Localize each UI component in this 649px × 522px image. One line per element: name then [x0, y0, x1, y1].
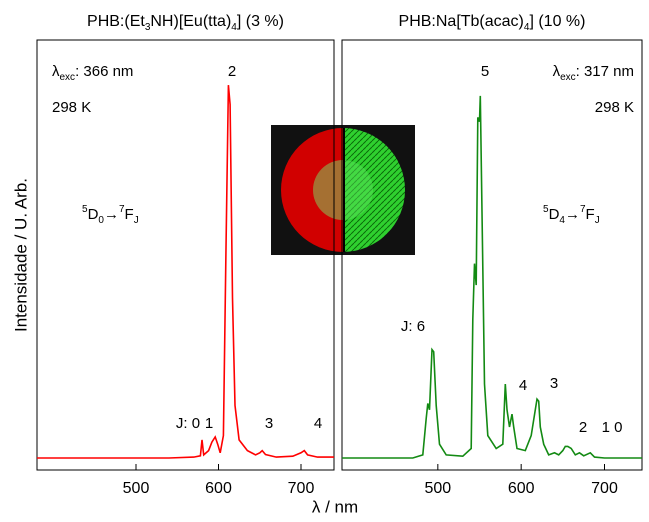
text-part: λ — [52, 63, 60, 80]
text-part: 4 — [314, 415, 322, 432]
text-part: 3 — [265, 415, 273, 432]
annotation: 5D4→7FJ — [543, 204, 600, 226]
x-tick-label: 600 — [508, 480, 535, 497]
text-part: : 317 nm — [576, 63, 634, 80]
text-part: 3 — [145, 22, 151, 33]
annotation: λexc: 366 nm — [52, 63, 133, 83]
text-part: exc — [60, 72, 76, 83]
inset-photo — [271, 125, 415, 255]
text-part: 2 — [228, 63, 236, 80]
text-part: 5 — [543, 204, 549, 215]
text-part: 3 — [550, 375, 558, 392]
annotation: 298 K — [595, 99, 634, 116]
spectrum-line — [342, 95, 642, 459]
annotation: 2 — [579, 419, 587, 436]
text-part: 0 — [98, 215, 104, 226]
annotation: 5D0→7FJ — [82, 204, 139, 226]
plot-frame — [341, 39, 643, 471]
text-part: 4 — [524, 22, 530, 33]
text-part: D — [88, 206, 99, 223]
x-tick-label: 700 — [288, 480, 315, 497]
text-part: D — [549, 206, 560, 223]
text-part: 4 — [559, 215, 565, 226]
text-part: 4 — [519, 377, 527, 394]
annotation: 298 K — [52, 99, 91, 116]
x-tick-label: 500 — [424, 480, 451, 497]
text-part: PHB:(Et — [87, 13, 145, 30]
annotation: 4 — [519, 377, 527, 394]
text-part: → — [565, 206, 580, 223]
annotation: 3 — [265, 415, 273, 432]
text-part: NH)[Eu(tta) — [150, 13, 231, 30]
spectrum-line — [37, 85, 334, 459]
text-part: 4 — [231, 22, 237, 33]
text-part: J — [134, 215, 139, 226]
annotation: 1 — [205, 415, 213, 432]
text-part: PHB:Na[Tb(acac) — [399, 13, 524, 30]
x-axis-label: λ / nm — [312, 497, 358, 516]
text-part: J: 6 — [401, 318, 425, 335]
annotation: 2 — [228, 63, 236, 80]
annotation: 5 — [481, 63, 489, 80]
text-part: F — [586, 206, 595, 223]
y-axis-label: Intensidade / U. Arb. — [11, 178, 30, 332]
x-tick-label: 600 — [205, 480, 232, 497]
annotation: λexc: 317 nm — [553, 63, 634, 83]
text-part: : 366 nm — [75, 63, 133, 80]
text-part: 7 — [580, 204, 586, 215]
annotation: 3 — [550, 375, 558, 392]
text-part: 1 — [205, 415, 213, 432]
text-part: 1 0 — [602, 419, 623, 436]
text-part: J: 0 — [176, 415, 200, 432]
text-part: 298 K — [595, 99, 634, 116]
text-part: 7 — [119, 204, 125, 215]
text-part: ] (3 %) — [237, 13, 284, 30]
text-part: 298 K — [52, 99, 91, 116]
x-tick-label: 500 — [123, 480, 150, 497]
plot-frame — [36, 39, 335, 471]
x-tick-label: 700 — [591, 480, 618, 497]
annotation: 1 0 — [602, 419, 623, 436]
panel-title: PHB:Na[Tb(acac)4] (10 %) — [399, 13, 586, 33]
text-part: 5 — [481, 63, 489, 80]
text-part: F — [125, 206, 134, 223]
text-part: 5 — [82, 204, 88, 215]
text-part: 2 — [579, 419, 587, 436]
panel-title: PHB:(Et3NH)[Eu(tta)4] (3 %) — [87, 13, 284, 33]
annotation: 4 — [314, 415, 322, 432]
annotation: J: 6 — [401, 318, 425, 335]
text-part: J — [595, 215, 600, 226]
annotation: J: 0 — [176, 415, 200, 432]
text-part: λ — [553, 63, 561, 80]
text-part: → — [104, 206, 119, 223]
text-part: ] (10 %) — [529, 13, 585, 30]
text-part: exc — [560, 72, 576, 83]
